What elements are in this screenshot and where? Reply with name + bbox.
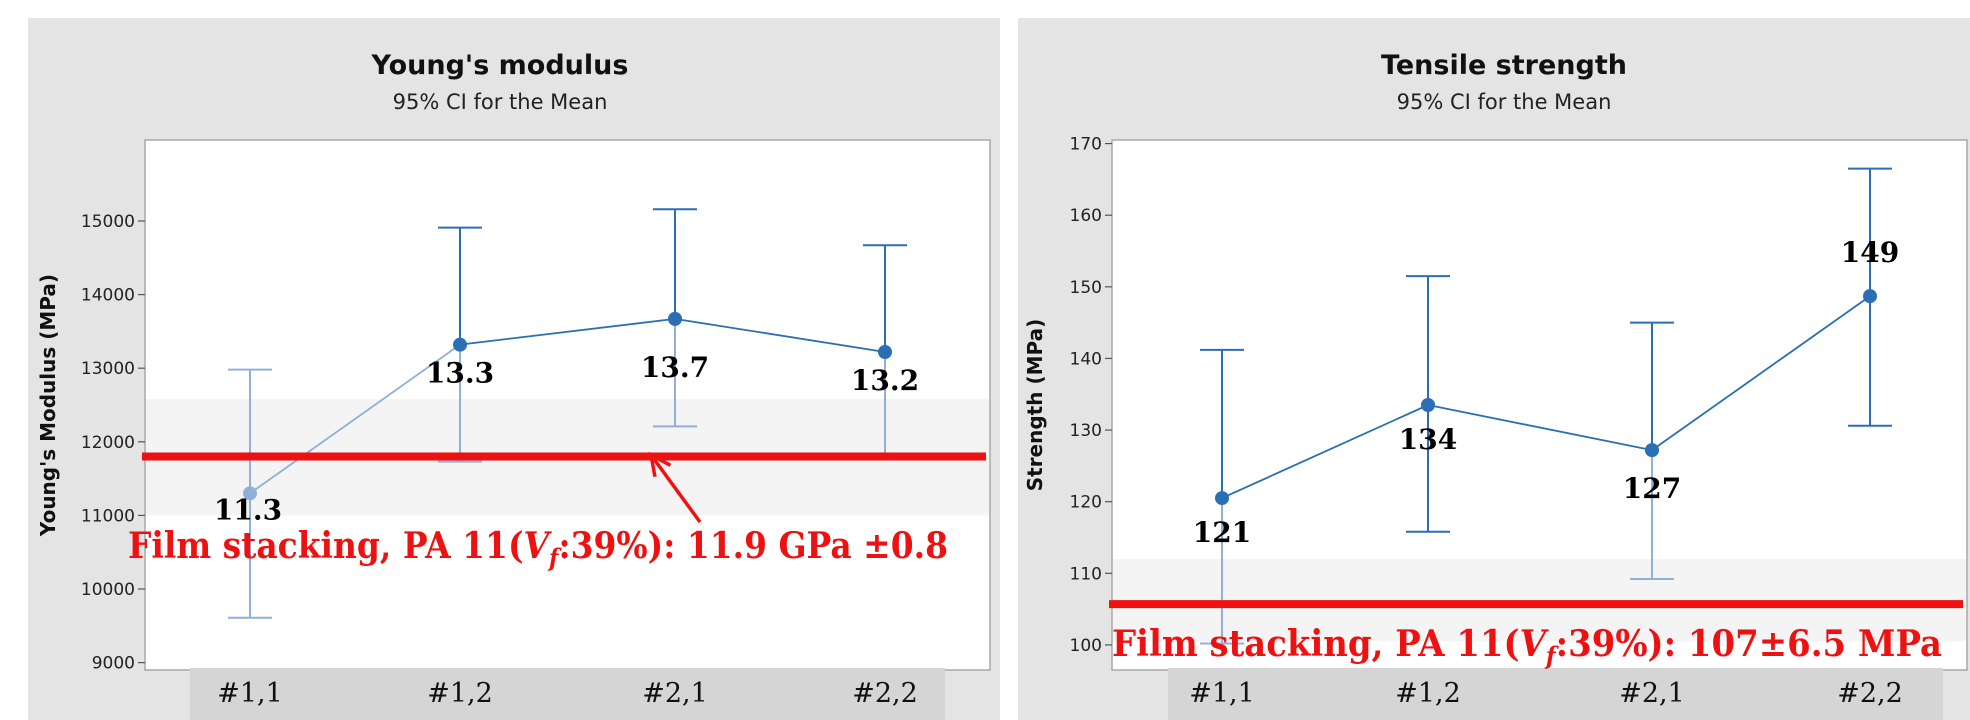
series-line-segment [1221, 404, 1429, 499]
chart-subtitle-tensile-strength: 95% CI for the Mean [1396, 90, 1612, 114]
chart-tensile-strength: 100 110 120 130 140 150 160 170 Strength (MPa) 12… [1023, 135, 1968, 720]
y-tick-label: 11000 [81, 506, 135, 526]
x-category-label: #1,2 [427, 678, 493, 709]
series-line-segment [1427, 404, 1653, 452]
y-tick-label: 13000 [81, 359, 135, 379]
y-tick-label: 9000 [92, 654, 135, 674]
y-tick-label: 130 [1070, 421, 1102, 441]
data-label: 134 [1399, 423, 1457, 456]
series-line-segment [459, 317, 676, 346]
x-category-label: #2,2 [1837, 678, 1903, 709]
data-label: 13.7 [641, 351, 709, 384]
chart-title-tensile-strength: Tensile strength [1381, 50, 1627, 81]
y-tick-label: 14000 [81, 286, 135, 306]
data-label: 149 [1841, 236, 1899, 269]
data-label: 13.2 [851, 364, 919, 397]
x-axis-strip [1168, 668, 1943, 720]
series-line-segment [674, 317, 886, 353]
mean-point [1863, 289, 1877, 304]
y-tick-label: 10000 [81, 580, 135, 600]
mean-point [668, 311, 682, 326]
y-tick-label: 120 [1070, 493, 1102, 513]
x-category-label: #1,1 [217, 678, 283, 709]
mean-point [1215, 491, 1229, 506]
data-label: 127 [1623, 472, 1681, 505]
x-category-label: #1,1 [1189, 678, 1255, 709]
series-line-segment [1651, 295, 1871, 451]
reference-label: Film stacking, PA 11(Vf:39%): 11.9 GPa ±… [128, 525, 948, 572]
data-label: 11.3 [214, 493, 282, 526]
y-tick-label: 15000 [81, 212, 135, 232]
x-axis-strip [190, 668, 945, 720]
x-category-label: #2,1 [1619, 678, 1685, 709]
mean-point [878, 345, 892, 359]
mean-point [453, 337, 467, 352]
series-line-segment [249, 343, 461, 495]
x-category-label: #2,2 [852, 678, 918, 709]
x-category-label: #2,1 [642, 678, 708, 709]
y-axis-label: Young's Modulus (MPa) [36, 274, 60, 537]
y-tick-label: 12000 [81, 433, 135, 453]
y-tick-label: 140 [1070, 349, 1102, 369]
y-tick-label: 100 [1070, 636, 1102, 656]
y-tick-label: 110 [1070, 564, 1102, 584]
y-tick-label: 150 [1070, 278, 1102, 298]
x-category-label: #1,2 [1395, 678, 1461, 709]
chart-title-youngs-modulus: Young's modulus [371, 50, 629, 81]
reference-label: Film stacking, PA 11(Vf:39%): 107±6.5 MP… [1112, 623, 1942, 670]
mean-point [1645, 443, 1659, 458]
y-axis-label: Strength (MPa) [1023, 319, 1047, 492]
mean-point [243, 486, 257, 501]
annotation-arrow-shaft [649, 453, 702, 524]
y-tick-label: 170 [1070, 135, 1102, 155]
chart-subtitle-youngs-modulus: 95% CI for the Mean [392, 90, 608, 114]
annotation-arrow-head [648, 451, 672, 477]
data-label: 121 [1193, 516, 1251, 549]
y-tick-label: 160 [1070, 206, 1102, 226]
chart-youngs-modulus: 9000 10000 11000 12000 13000 14000 15000 Young'… [36, 139, 991, 720]
mean-point [1421, 398, 1435, 412]
data-label: 13.3 [426, 357, 494, 390]
